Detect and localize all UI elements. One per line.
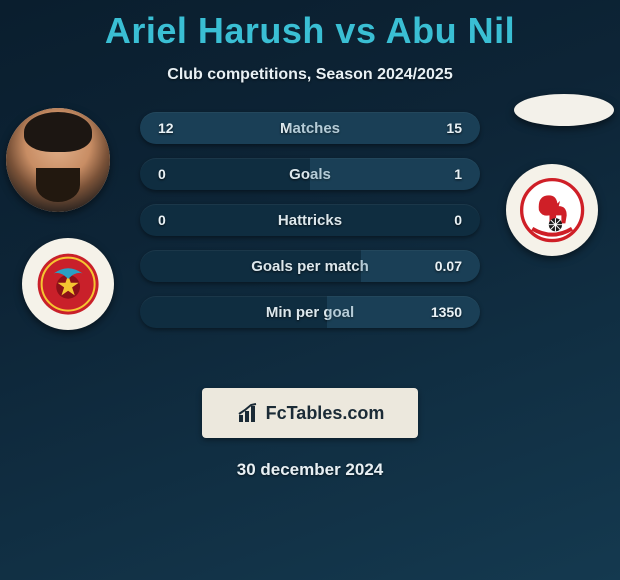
club2-crest-icon [519,177,585,243]
stat-label: Hattricks [140,212,480,229]
stat-row-matches: 12 Matches 15 [140,112,480,144]
brand-text: FcTables.com [266,403,385,424]
player1-avatar [6,108,110,212]
stat-row-mpg: Min per goal 1350 [140,296,480,328]
stat-left-value: 0 [158,166,166,182]
club1-crest-icon [35,251,101,317]
subtitle: Club competitions, Season 2024/2025 [0,66,620,84]
player1-club-badge [22,238,114,330]
stat-left-value: 12 [158,120,174,136]
beard-fill [36,168,80,202]
stat-label: Min per goal [140,304,480,321]
stat-right-value: 1 [454,166,462,182]
snapshot-date: 30 december 2024 [0,460,620,480]
stat-right-value: 15 [446,120,462,136]
hair-fill [24,112,92,152]
stat-right-value: 1350 [431,304,462,320]
stat-right-value: 0 [454,212,462,228]
player2-avatar [514,94,614,126]
stat-right-value: 0.07 [435,258,462,274]
stat-bars: 12 Matches 15 0 Goals 1 0 Hattricks 0 Go… [140,112,480,342]
stat-label: Goals per match [140,258,480,275]
stat-label: Matches [140,120,480,137]
stat-left-value: 0 [158,212,166,228]
player2-club-badge [506,164,598,256]
page-title: Ariel Harush vs Abu Nil [0,0,620,52]
brand-box: FcTables.com [202,388,418,438]
stat-row-gpm: Goals per match 0.07 [140,250,480,282]
stat-row-hattricks: 0 Hattricks 0 [140,204,480,236]
stat-row-goals: 0 Goals 1 [140,158,480,190]
comparison-stage: 12 Matches 15 0 Goals 1 0 Hattricks 0 Go… [0,112,620,362]
chart-icon [236,401,260,425]
stat-label: Goals [140,166,480,183]
